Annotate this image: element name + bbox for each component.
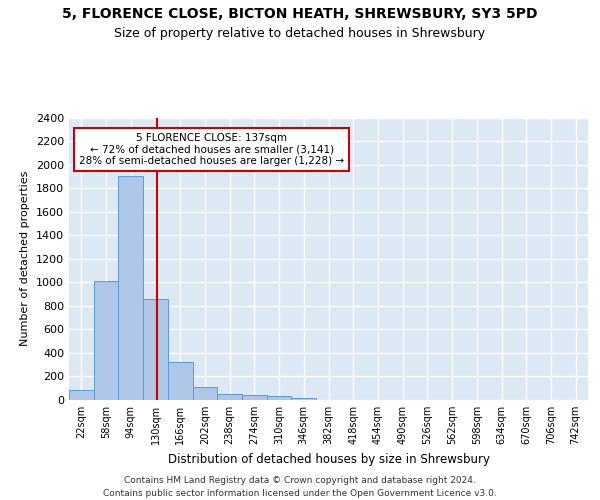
Bar: [69, 390, 94, 400]
Bar: [217, 394, 242, 400]
Bar: [292, 398, 316, 400]
Bar: [242, 394, 267, 400]
Text: Contains HM Land Registry data © Crown copyright and database right 2024.: Contains HM Land Registry data © Crown c…: [124, 476, 476, 485]
Text: 5, FLORENCE CLOSE, BICTON HEATH, SHREWSBURY, SY3 5PD: 5, FLORENCE CLOSE, BICTON HEATH, SHREWSB…: [62, 8, 538, 22]
Bar: [267, 396, 292, 400]
Bar: [168, 362, 193, 400]
Text: Size of property relative to detached houses in Shrewsbury: Size of property relative to detached ho…: [115, 28, 485, 40]
Bar: [118, 176, 143, 400]
Y-axis label: Number of detached properties: Number of detached properties: [20, 171, 31, 346]
Text: 5 FLORENCE CLOSE: 137sqm
← 72% of detached houses are smaller (3,141)
28% of sem: 5 FLORENCE CLOSE: 137sqm ← 72% of detach…: [79, 133, 344, 166]
Bar: [143, 299, 168, 400]
X-axis label: Distribution of detached houses by size in Shrewsbury: Distribution of detached houses by size …: [167, 452, 490, 466]
Text: Contains public sector information licensed under the Open Government Licence v3: Contains public sector information licen…: [103, 489, 497, 498]
Bar: [94, 281, 118, 400]
Bar: [193, 387, 217, 400]
